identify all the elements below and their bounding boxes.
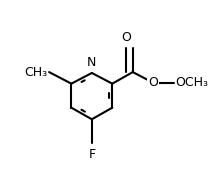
Text: F: F bbox=[88, 148, 95, 161]
Text: O: O bbox=[121, 31, 131, 44]
Text: O: O bbox=[148, 76, 158, 89]
Text: N: N bbox=[87, 56, 97, 69]
Text: CH₃: CH₃ bbox=[24, 66, 47, 79]
Text: OCH₃: OCH₃ bbox=[175, 76, 208, 89]
